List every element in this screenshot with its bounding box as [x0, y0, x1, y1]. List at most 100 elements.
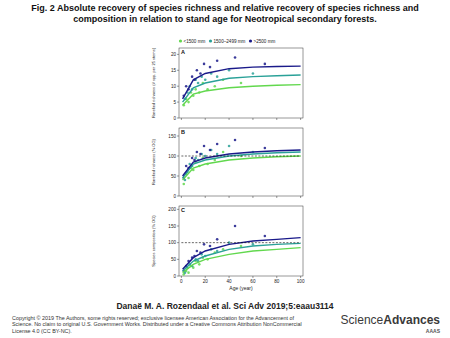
- point: [182, 183, 185, 186]
- x-tick: [205, 118, 206, 120]
- x-tick: [181, 196, 182, 198]
- x-tick: [276, 196, 277, 198]
- point: [196, 69, 199, 72]
- point: [234, 225, 237, 228]
- x-tick: [205, 196, 206, 198]
- copyright: Copyright © 2019 The Authors, some right…: [12, 315, 304, 334]
- citation: Danaë M. A. Rozendaal et al. Sci Adv 201…: [0, 301, 450, 311]
- legend-marker: [209, 39, 212, 42]
- fit-line: [183, 248, 301, 273]
- point: [264, 63, 267, 66]
- point: [203, 63, 206, 66]
- y-tick-label: 50: [171, 174, 177, 179]
- point: [185, 85, 188, 88]
- y-tick: [177, 86, 179, 87]
- point: [216, 153, 219, 156]
- point: [191, 157, 194, 160]
- point: [240, 82, 243, 85]
- point: [187, 101, 190, 104]
- point: [204, 79, 207, 82]
- point: [252, 72, 255, 75]
- legend: <1500 mm1500–2499 mm>2500 mm: [179, 39, 276, 44]
- legend-label: <1500 mm: [184, 39, 206, 44]
- x-tick: [276, 118, 277, 120]
- y-tick: [177, 54, 179, 55]
- y-tick-label: 100: [168, 240, 176, 245]
- y-tick-label: 10: [171, 84, 177, 89]
- x-tick-label: 0: [180, 279, 183, 284]
- logo-word: Science: [341, 313, 384, 327]
- legend-label: >2500 mm: [254, 39, 276, 44]
- point: [216, 143, 219, 146]
- y-tick-label: 100: [168, 154, 176, 159]
- y-tick: [177, 196, 179, 197]
- x-axis-label: Age (year): [229, 285, 253, 291]
- figure: 05101520Rarefied richness (# spp. per 25…: [145, 36, 315, 300]
- logo-org: AAAS: [400, 328, 440, 334]
- legend-marker: [249, 39, 252, 42]
- panel-label: A: [181, 49, 185, 55]
- y-tick-label: 0: [173, 194, 176, 199]
- y-tick-label: 200: [168, 207, 176, 212]
- y-tick: [177, 226, 179, 227]
- x-tick: [181, 276, 182, 278]
- panel: 050100150Rarefied richness (% OG)B: [151, 128, 303, 199]
- point: [222, 151, 225, 154]
- point: [209, 149, 212, 152]
- y-tick: [177, 259, 179, 260]
- x-tick: [252, 118, 253, 120]
- point: [199, 153, 202, 156]
- y-axis-label: Rarefied richness (# spp. per 25 stems): [151, 47, 156, 118]
- x-tick: [229, 118, 230, 120]
- y-tick: [177, 102, 179, 103]
- y-axis-label: Rarefied richness (% OG): [151, 138, 156, 184]
- y-tick-label: 5: [173, 100, 176, 105]
- point: [228, 145, 231, 148]
- panel: 05101520Rarefied richness (# spp. per 25…: [151, 47, 303, 120]
- x-tick: [252, 196, 253, 198]
- data-group: [181, 225, 300, 276]
- point: [187, 271, 190, 274]
- x-tick: [276, 276, 277, 278]
- point: [216, 59, 219, 62]
- point: [234, 56, 237, 59]
- point: [191, 75, 194, 78]
- panel: 050100150200020406080100Species composit…: [151, 206, 305, 291]
- y-tick-label: 150: [168, 224, 176, 229]
- x-tick-label: 60: [250, 279, 256, 284]
- point: [196, 250, 199, 253]
- point: [264, 147, 267, 150]
- reference-line: [181, 242, 300, 243]
- point: [194, 88, 197, 91]
- plot-frame: [179, 206, 303, 276]
- point: [203, 145, 206, 148]
- fit-line: [183, 243, 301, 271]
- point: [185, 165, 188, 168]
- point: [264, 235, 267, 238]
- y-axis-label: Species composition (% OG): [151, 215, 156, 267]
- point: [198, 263, 201, 266]
- x-tick-label: 20: [203, 279, 209, 284]
- y-tick: [177, 242, 179, 243]
- point: [199, 72, 202, 75]
- y-tick: [177, 118, 179, 119]
- point: [213, 85, 216, 88]
- reference-line: [181, 156, 300, 157]
- point: [209, 66, 212, 69]
- point: [234, 139, 237, 142]
- y-tick-label: 20: [171, 52, 177, 57]
- point: [209, 245, 212, 248]
- plot-frame: [179, 48, 303, 118]
- data-group: [182, 56, 300, 106]
- x-tick: [229, 196, 230, 198]
- fit-line: [183, 150, 301, 176]
- x-tick: [229, 276, 230, 278]
- panel-label: C: [181, 207, 185, 213]
- x-tick-label: 40: [227, 279, 233, 284]
- legend-marker: [179, 39, 182, 42]
- point: [196, 151, 199, 154]
- x-tick: [205, 276, 206, 278]
- point: [216, 75, 219, 78]
- x-tick: [300, 276, 301, 278]
- x-tick: [252, 276, 253, 278]
